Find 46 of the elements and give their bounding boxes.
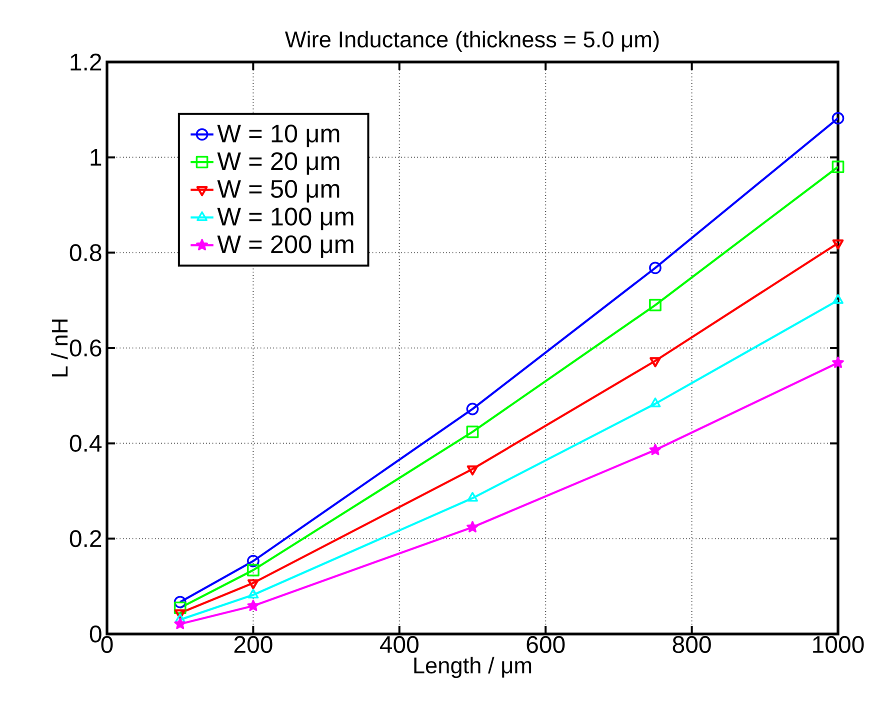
y-tick-label: 0.6 [70,339,102,356]
point [174,602,186,614]
point [650,357,661,368]
point [832,239,844,250]
legend-label: W = 200 μm [217,235,354,258]
point [649,444,662,456]
point [466,465,478,476]
point [832,160,844,174]
point [247,564,260,576]
x-tick-label: 400 [380,636,418,654]
y-axis-title: L / nH [51,320,68,376]
point [650,398,661,408]
point [247,600,260,612]
point [174,618,186,630]
legend-label: W = 20 μm [217,152,340,175]
x-tick-label: 600 [526,636,565,654]
point [466,402,479,416]
point [247,554,260,568]
point [466,521,478,532]
x-axis-title: Length / μm [414,656,532,678]
x-tick-label: 200 [234,636,272,654]
x-tick-label: 0 [101,636,113,654]
y-tick-label: 0.4 [70,434,102,452]
point [467,492,478,502]
legend-label: W = 100 μm [217,208,354,230]
point [649,298,662,312]
x-tick-label: 1000 [813,636,864,654]
legend-label: W = 10 μm [217,124,340,148]
point [466,426,479,438]
y-tick-label: 1.2 [70,54,102,70]
point [174,596,186,608]
legend-label: W = 50 μm [217,180,340,202]
point [174,613,186,624]
x-tick-label: 800 [672,636,711,654]
chart-title: Wire Inductance (thickness = 5.0 μm) [284,30,659,52]
point [248,579,259,590]
point [832,356,844,368]
y-tick-label: 0 [90,625,102,642]
point [248,588,259,598]
point [649,262,662,274]
point [832,112,844,124]
y-tick-label: 1 [90,149,102,166]
y-tick-label: 0.2 [70,530,102,548]
point [832,294,844,304]
point [174,609,186,620]
y-tick-label: 0.8 [70,244,102,262]
